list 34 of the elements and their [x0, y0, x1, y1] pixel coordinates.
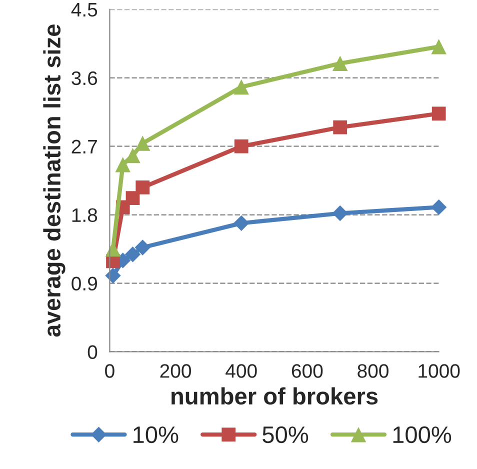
x-tick-label: 200: [160, 364, 191, 378]
x-tick-label: 0: [105, 364, 114, 378]
point: [234, 215, 250, 232]
point: [332, 56, 348, 72]
point: [136, 180, 150, 194]
point: [126, 191, 140, 206]
x-tick-label: 400: [226, 364, 257, 378]
x-tick-label: 800: [358, 364, 388, 378]
point: [234, 139, 248, 154]
point: [134, 136, 150, 151]
x-tick-label: 1000: [418, 364, 460, 378]
y-tick-label: 4.5: [71, 3, 98, 17]
y-tick-label: 2.7: [72, 140, 97, 154]
y-axis-title: average destination list size: [43, 24, 66, 337]
point: [125, 148, 140, 164]
y-tick-label: 0.9: [72, 276, 97, 291]
x-axis-title: number of brokers: [172, 387, 378, 405]
point: [115, 156, 131, 172]
point: [333, 120, 348, 134]
point: [124, 246, 141, 262]
y-tick-label: 3.6: [72, 71, 98, 86]
point: [105, 268, 121, 284]
point: [134, 240, 150, 256]
y-tick-label: 0: [88, 345, 98, 359]
point: [432, 106, 446, 121]
y-tick-label: 1.8: [72, 208, 98, 222]
x-tick-label: 600: [292, 364, 323, 378]
point: [431, 39, 446, 54]
legend-label: 10%: [134, 426, 178, 444]
point: [332, 205, 348, 222]
point: [430, 199, 447, 216]
point: [234, 79, 249, 95]
legend-label: 100%: [393, 426, 452, 444]
legend-label: 50%: [262, 426, 308, 444]
